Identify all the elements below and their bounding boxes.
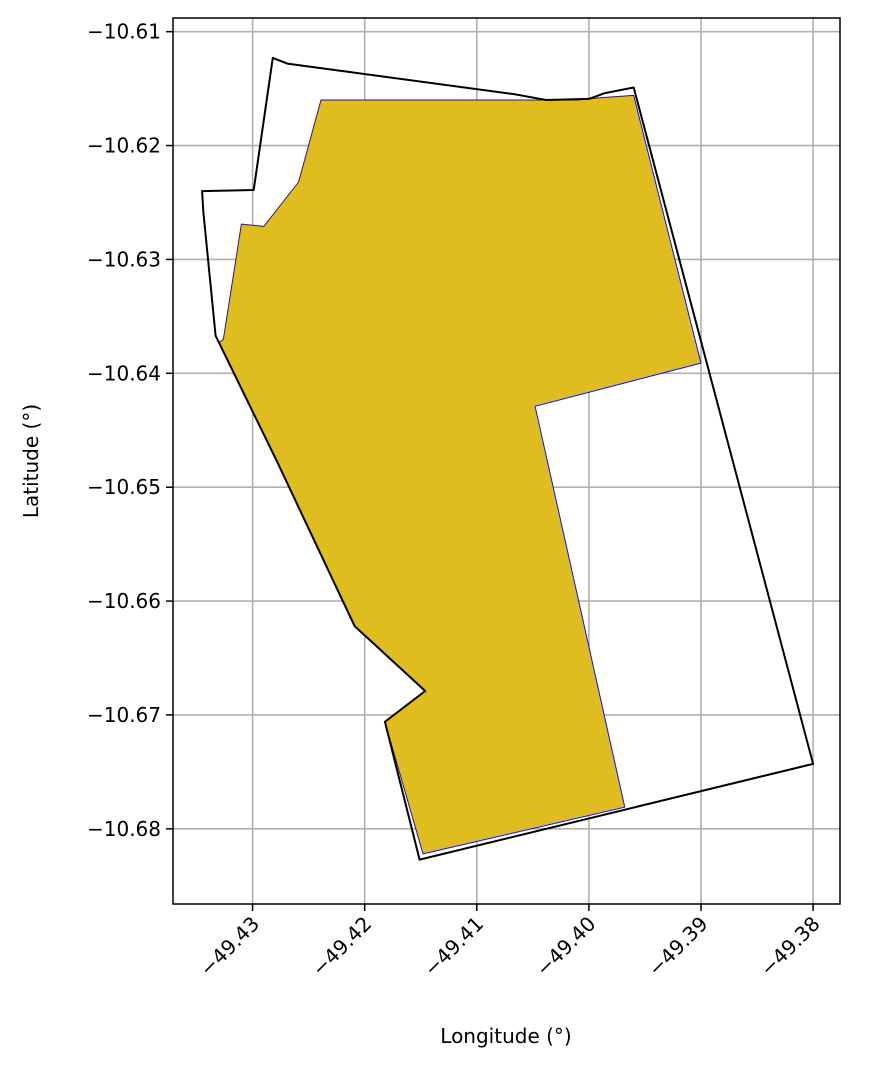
x-tick-label: −49.40 bbox=[531, 912, 600, 981]
boundary-polygon bbox=[201, 56, 815, 861]
y-axis-ticks: −10.61 −10.62 −10.63 −10.64 −10.65 −10.66 −10.… bbox=[87, 20, 173, 841]
x-tick-label: −49.38 bbox=[755, 912, 824, 981]
x-tick-label: −49.43 bbox=[195, 912, 264, 981]
x-tick-label: −49.42 bbox=[307, 912, 376, 981]
y-tick-label: −10.65 bbox=[87, 475, 161, 499]
plot-frame bbox=[172, 17, 841, 905]
y-tick-label: −10.62 bbox=[87, 134, 161, 158]
y-tick-label: −10.64 bbox=[87, 361, 161, 385]
y-tick-label: −10.67 bbox=[87, 703, 161, 727]
y-tick-label: −10.68 bbox=[87, 817, 161, 841]
x-tick-label: −49.41 bbox=[419, 912, 488, 981]
y-tick-label: −10.61 bbox=[87, 20, 161, 44]
y-tick-label: −10.66 bbox=[87, 589, 161, 613]
map-polygons bbox=[201, 56, 815, 861]
y-axis-label: Latitude (°) bbox=[19, 404, 43, 518]
x-tick-label: −49.39 bbox=[643, 912, 712, 981]
x-axis-ticks: −49.43 −49.42 −49.41 −49.40 −49.39 −49.38 bbox=[195, 904, 825, 981]
x-axis-label: Longitude (°) bbox=[440, 1024, 571, 1048]
y-tick-label: −10.63 bbox=[87, 247, 161, 271]
